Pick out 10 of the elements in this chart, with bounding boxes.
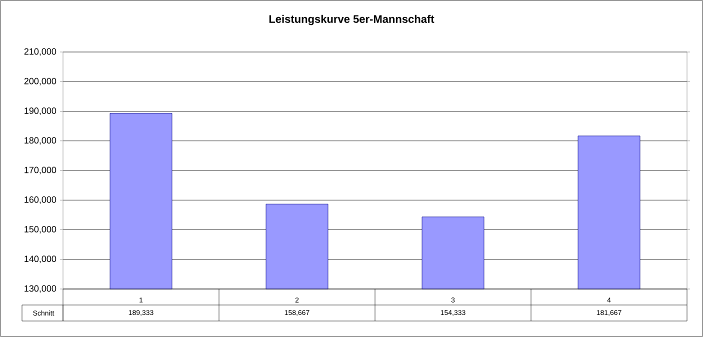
y-tick-label: 180,000: [24, 137, 56, 145]
y-tick-label: 170,000: [24, 166, 56, 174]
y-tick-label: 150,000: [24, 226, 56, 234]
y-tick-label: 200,000: [24, 78, 56, 86]
y-tick-label: 140,000: [24, 256, 56, 264]
y-tick-label: 130,000: [24, 285, 56, 293]
y-tick-label: 210,000: [24, 48, 56, 56]
chart-title: Leistungskurve 5er-Mannschaft: [269, 14, 434, 26]
y-tick-label: 160,000: [24, 196, 56, 204]
y-tick-label: 190,000: [24, 108, 56, 115]
